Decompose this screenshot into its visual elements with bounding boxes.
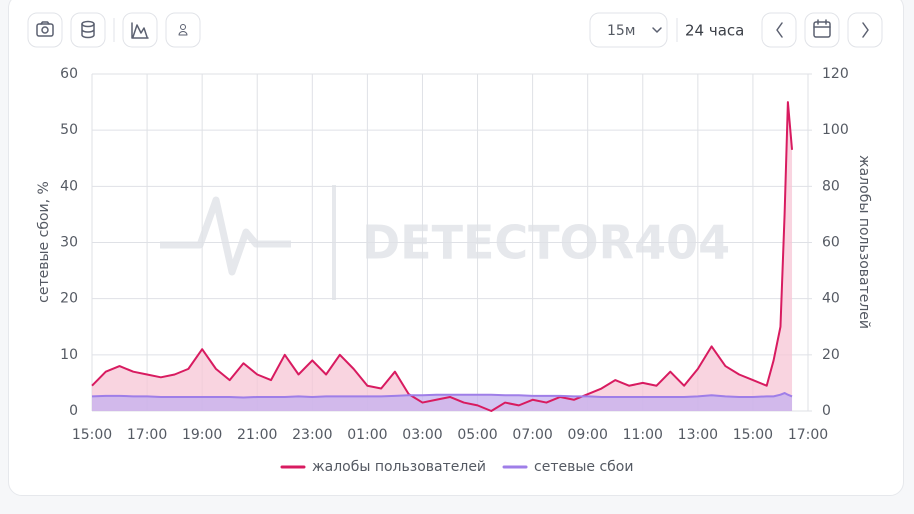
camera-button[interactable] [27,12,63,48]
card [8,0,904,496]
x-tick-label: 15:00 [72,427,112,443]
user-button[interactable] [165,12,201,48]
y-axis-title: сетевые сбои, % [36,181,52,303]
legend-label[interactable]: жалобы пользователей [312,459,486,475]
line [91,392,793,399]
y-tick-label: 0 [69,403,78,419]
y2-tick-label: 80 [822,178,840,194]
y-tick-label: 30 [60,235,78,251]
chart-button[interactable] [122,12,158,48]
y2-tick-label: 0 [822,403,831,419]
calendar-button[interactable] [804,12,840,48]
line [91,101,794,412]
x-tick-label: 17:00 [127,427,167,443]
interval-select[interactable]: 15м [589,12,668,48]
interval-value: 15м [607,23,635,39]
range-label[interactable]: 24 часа [685,22,744,40]
y2-tick-label: 20 [822,347,840,363]
x-tick-label: 09:00 [568,427,608,443]
x-tick-label: 11:00 [623,427,663,443]
next-button[interactable] [847,12,883,48]
x-tick-label: 13:00 [678,427,718,443]
y2-tick-label: 100 [822,122,849,138]
x-tick-label: 01:00 [347,427,387,443]
y-tick-label: 50 [60,122,78,138]
x-tick-label: 19:00 [182,427,222,443]
x-tick-label: 17:00 [788,427,828,443]
y2-axis-title: жалобы пользователей [856,155,872,329]
x-tick-label: 03:00 [402,427,442,443]
y-tick-label: 60 [60,66,78,82]
y-tick-label: 10 [60,347,78,363]
y-tick-label: 20 [60,291,78,307]
x-tick-label: 05:00 [457,427,497,443]
x-tick-label: 07:00 [512,427,552,443]
area [92,102,793,411]
y2-tick-label: 60 [822,235,840,251]
x-tick-label: 15:00 [733,427,773,443]
database-button[interactable] [70,12,106,48]
x-tick-label: 21:00 [237,427,277,443]
y-tick-label: 40 [60,178,78,194]
y2-tick-label: 120 [822,66,849,82]
x-tick-label: 23:00 [292,427,332,443]
y2-tick-label: 40 [822,291,840,307]
legend-label[interactable]: сетевые сбои [534,459,633,475]
prev-button[interactable] [761,12,797,48]
